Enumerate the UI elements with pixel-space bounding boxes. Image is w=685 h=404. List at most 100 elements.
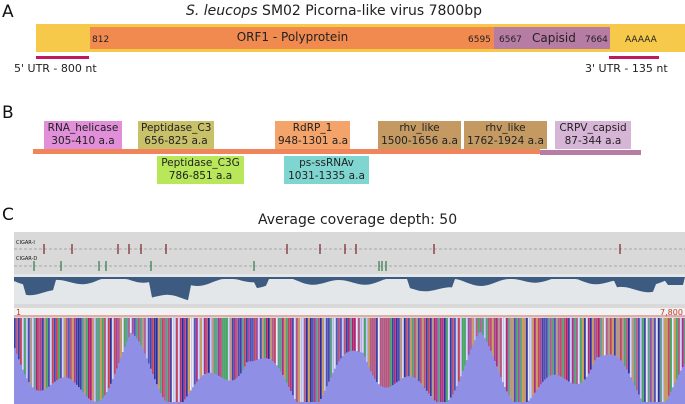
read-strand xyxy=(354,318,356,351)
read-strand xyxy=(134,318,136,336)
read-strand xyxy=(370,318,372,372)
read-strand xyxy=(30,318,32,385)
read-strand xyxy=(530,318,532,399)
read-strand xyxy=(642,318,644,402)
read-strand xyxy=(526,318,528,402)
read-strand xyxy=(132,318,134,334)
read-strand xyxy=(70,318,72,380)
domain-crpv-capsid: CRPV_capsid 87-344 a.a xyxy=(555,121,631,149)
read-strand xyxy=(198,318,200,380)
read-strand xyxy=(480,318,482,333)
read-strand xyxy=(130,318,132,333)
read-strand xyxy=(234,318,236,380)
read-strand xyxy=(164,318,166,401)
read-strand xyxy=(188,318,190,394)
domain-range: 1762-1924 a.a xyxy=(467,135,544,147)
read-strand xyxy=(654,318,656,402)
read-strand xyxy=(362,318,364,353)
read-strand xyxy=(348,318,350,352)
read-strand xyxy=(476,318,478,337)
read-strand xyxy=(32,318,34,388)
read-strand xyxy=(210,318,212,373)
read-strand xyxy=(260,318,262,359)
read-strand xyxy=(16,318,18,354)
read-strand xyxy=(490,318,492,351)
read-strand xyxy=(386,318,388,388)
read-strand xyxy=(120,318,122,358)
read-strand xyxy=(226,318,228,380)
read-strand xyxy=(274,318,276,363)
cigar-i-track xyxy=(14,244,685,254)
read-strand xyxy=(626,318,628,370)
read-strand xyxy=(604,318,606,356)
read-strand xyxy=(570,318,572,383)
read-strand xyxy=(556,318,558,375)
read-strand xyxy=(140,318,142,345)
read-strand xyxy=(508,318,510,396)
read-strand xyxy=(658,318,660,402)
read-strand xyxy=(244,318,246,367)
read-strand xyxy=(282,318,284,375)
read-strand xyxy=(214,318,216,374)
read-strand xyxy=(554,318,556,375)
read-strand xyxy=(420,318,422,384)
read-strand xyxy=(266,318,268,359)
read-strand xyxy=(346,318,348,353)
polyprotein-line xyxy=(33,149,540,154)
genome-title-rest: SM02 Picorna-like virus 7800bp xyxy=(257,3,482,19)
coverage-title: Average coverage depth: 50 xyxy=(258,212,458,228)
read-strand xyxy=(80,318,82,390)
read-strand xyxy=(284,318,286,379)
read-strand xyxy=(504,318,506,387)
read-strand xyxy=(630,318,632,378)
read-strand xyxy=(324,318,326,391)
domain-rdrp-1: RdRP_1 948-1301 a.a xyxy=(275,121,350,149)
read-strand xyxy=(200,318,202,377)
read-strand xyxy=(644,318,646,402)
read-strand xyxy=(298,318,300,402)
read-strand xyxy=(100,318,102,400)
read-strand xyxy=(358,318,360,352)
read-strand xyxy=(276,318,278,366)
read-strand xyxy=(90,318,92,401)
read-strand xyxy=(430,318,432,396)
ruler-bar xyxy=(14,308,685,317)
read-strand xyxy=(618,318,620,359)
domain-name: Peptidase_C3G xyxy=(161,157,240,169)
read-strand xyxy=(74,318,76,383)
read-strand xyxy=(426,318,428,391)
domain-range: 87-344 a.a xyxy=(564,135,622,147)
read-strand xyxy=(122,318,124,352)
read-strand xyxy=(442,318,444,402)
read-strand xyxy=(650,318,652,402)
read-strand xyxy=(262,318,264,359)
read-strand xyxy=(96,318,98,402)
read-strand xyxy=(456,318,458,387)
read-strand xyxy=(268,318,270,359)
read-strand xyxy=(294,318,296,399)
read-strand xyxy=(620,318,622,361)
read-strand xyxy=(460,318,462,377)
read-strand xyxy=(514,318,516,402)
read-strand xyxy=(314,318,316,402)
read-strand xyxy=(330,318,332,378)
read-strand xyxy=(588,318,590,374)
read-strand xyxy=(468,318,470,355)
read-strand xyxy=(116,318,118,369)
read-strand xyxy=(432,318,434,399)
ruler-end: 7,800 xyxy=(660,308,683,317)
read-strand xyxy=(310,318,312,402)
read-strand xyxy=(440,318,442,402)
domain-range: 948-1301 a.a xyxy=(278,135,349,147)
read-strand xyxy=(602,318,604,356)
read-strand xyxy=(112,318,114,379)
domain-name: Peptidase_C3 xyxy=(141,122,212,134)
read-strand xyxy=(428,318,430,394)
read-strand xyxy=(60,318,62,378)
read-strand xyxy=(34,318,36,390)
read-strand xyxy=(320,318,322,399)
domain-peptidase-c3: Peptidase_C3 656-825 a.a xyxy=(138,121,214,149)
read-strand xyxy=(674,318,676,383)
read-strand xyxy=(194,318,196,385)
read-strand xyxy=(670,318,672,392)
